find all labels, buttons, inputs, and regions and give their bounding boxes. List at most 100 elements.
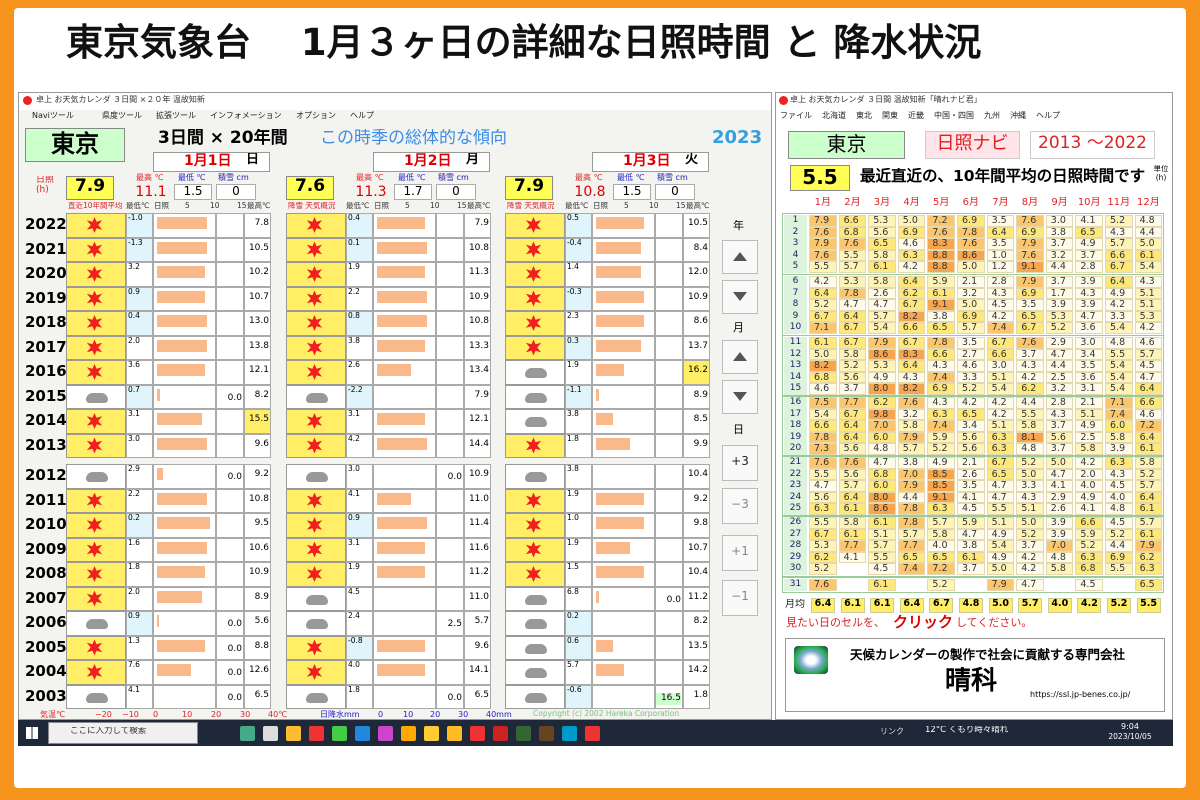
menu-item[interactable]: 東北 bbox=[856, 111, 872, 120]
cell[interactable]: 5.2 bbox=[927, 579, 955, 591]
cell[interactable]: 5.8 bbox=[838, 517, 867, 529]
taskbar-icon[interactable] bbox=[493, 726, 508, 741]
cell[interactable]: 5.3 bbox=[1045, 310, 1074, 323]
cell[interactable]: 6.1 bbox=[838, 503, 867, 515]
cell[interactable]: 4.2 bbox=[897, 261, 926, 273]
cell[interactable]: 4.6 bbox=[957, 360, 985, 372]
cell[interactable]: 6.2 bbox=[1016, 383, 1044, 395]
cell[interactable]: 2.1 bbox=[1075, 397, 1103, 409]
cell[interactable]: 6.5 bbox=[927, 551, 955, 564]
cell[interactable]: 5.2 bbox=[927, 443, 955, 455]
cell[interactable]: 1.0 bbox=[986, 249, 1015, 262]
cell[interactable]: 7.7 bbox=[838, 540, 867, 552]
cell[interactable]: 5.9 bbox=[957, 517, 985, 529]
taskbar-icon[interactable] bbox=[378, 726, 393, 741]
cell[interactable]: 7.0 bbox=[897, 468, 926, 481]
cell[interactable]: 6.7 bbox=[897, 299, 926, 311]
taskbar-icon[interactable] bbox=[332, 726, 347, 741]
cell[interactable]: 6.0 bbox=[1105, 420, 1133, 432]
cell[interactable]: 6.2 bbox=[868, 397, 896, 409]
cell[interactable]: 3.8 bbox=[897, 457, 926, 469]
cell[interactable]: 6.1 bbox=[838, 528, 867, 541]
cell[interactable]: 3.5 bbox=[986, 238, 1015, 250]
cell[interactable]: 6.3 bbox=[1075, 551, 1103, 564]
cell[interactable]: 5.4 bbox=[868, 322, 896, 334]
cell[interactable]: 3.9 bbox=[1075, 299, 1103, 311]
cell[interactable]: 6.2 bbox=[809, 551, 837, 564]
cell[interactable]: 5.8 bbox=[1134, 457, 1163, 469]
cell[interactable]: 8.0 bbox=[868, 383, 896, 395]
cell[interactable]: 8.2 bbox=[897, 310, 926, 323]
cell[interactable]: 5.7 bbox=[897, 528, 926, 541]
cell[interactable]: 4.8 bbox=[1045, 551, 1074, 564]
cell[interactable]: 5.0 bbox=[957, 261, 985, 273]
cell[interactable]: 9.1 bbox=[1016, 261, 1044, 273]
cell[interactable]: 7.8 bbox=[957, 226, 985, 239]
cell[interactable]: 5.7 bbox=[1134, 517, 1163, 529]
cell[interactable]: 6.8 bbox=[1075, 563, 1103, 575]
cell[interactable]: 5.3 bbox=[868, 360, 896, 372]
cell[interactable]: 4.7 bbox=[1045, 468, 1074, 481]
cell[interactable]: 8.5 bbox=[927, 480, 955, 492]
cell[interactable]: 3.3 bbox=[957, 371, 985, 384]
cell[interactable]: 5.8 bbox=[927, 528, 955, 541]
cell[interactable]: 6.7 bbox=[897, 337, 926, 349]
cell[interactable]: 7.6 bbox=[838, 457, 867, 469]
cell[interactable]: 5.9 bbox=[1075, 528, 1103, 541]
menu-item[interactable]: 関東 bbox=[882, 111, 898, 120]
cell[interactable]: 3.3 bbox=[1105, 310, 1133, 323]
cell[interactable]: 5.5 bbox=[809, 261, 837, 273]
cell[interactable]: 6.1 bbox=[868, 261, 896, 273]
cell[interactable]: 2.1 bbox=[957, 276, 985, 288]
cell[interactable]: 4.3 bbox=[897, 371, 926, 384]
cell[interactable]: 4.5 bbox=[957, 503, 985, 515]
cell[interactable]: 5.0 bbox=[986, 563, 1015, 575]
cell[interactable]: 4.9 bbox=[1105, 287, 1133, 300]
cell[interactable]: 6.3 bbox=[927, 408, 955, 421]
cell[interactable]: 4.1 bbox=[957, 491, 985, 504]
taskbar-icon[interactable] bbox=[424, 726, 439, 741]
cell[interactable]: 5.6 bbox=[957, 443, 985, 455]
cell[interactable]: 7.2 bbox=[927, 563, 955, 575]
cell[interactable]: 4.9 bbox=[1075, 238, 1103, 250]
cell[interactable]: 7.5 bbox=[809, 397, 837, 409]
cell[interactable]: 7.8 bbox=[927, 337, 955, 349]
cell[interactable]: 4.4 bbox=[897, 491, 926, 504]
cell[interactable]: 5.0 bbox=[1016, 468, 1044, 481]
cell[interactable]: 5.6 bbox=[957, 431, 985, 444]
cell[interactable]: 5.2 bbox=[1105, 528, 1133, 541]
cell[interactable]: 5.2 bbox=[809, 563, 837, 575]
cell[interactable]: 3.4 bbox=[1075, 348, 1103, 361]
cell[interactable]: 4.2 bbox=[986, 408, 1015, 421]
cell[interactable]: 6.6 bbox=[986, 348, 1015, 361]
cell[interactable]: 7.1 bbox=[1105, 397, 1133, 409]
cell[interactable]: 4.6 bbox=[1134, 408, 1163, 421]
cell[interactable]: 6.9 bbox=[1105, 551, 1133, 564]
cell[interactable]: 4.1 bbox=[1075, 503, 1103, 515]
cell[interactable]: 6.4 bbox=[1134, 491, 1163, 504]
cell[interactable]: 4.1 bbox=[1045, 480, 1074, 492]
cell[interactable]: 4.3 bbox=[1105, 468, 1133, 481]
cell[interactable]: 3.6 bbox=[1075, 322, 1103, 334]
cell[interactable]: 7.1 bbox=[809, 322, 837, 334]
cell[interactable]: 7.6 bbox=[1016, 249, 1044, 262]
cell[interactable]: 6.4 bbox=[897, 276, 926, 288]
cell[interactable]: 4.8 bbox=[868, 443, 896, 455]
cell[interactable]: 7.4 bbox=[927, 420, 955, 432]
cell[interactable]: 5.7 bbox=[957, 322, 985, 334]
cell[interactable]: 7.9 bbox=[897, 431, 926, 444]
cell[interactable]: 7.0 bbox=[868, 420, 896, 432]
cell[interactable]: 3.5 bbox=[1016, 299, 1044, 311]
cell[interactable]: 4.8 bbox=[1134, 215, 1163, 227]
cell[interactable]: 6.7 bbox=[986, 337, 1015, 349]
cell[interactable]: 3.9 bbox=[1045, 528, 1074, 541]
cell[interactable]: 7.6 bbox=[897, 397, 926, 409]
cell[interactable]: 6.5 bbox=[927, 322, 955, 334]
cell[interactable]: 4.5 bbox=[868, 563, 896, 575]
cell[interactable]: 3.9 bbox=[1045, 299, 1074, 311]
cell[interactable]: 5.1 bbox=[1016, 503, 1044, 515]
cell[interactable]: 6.5 bbox=[868, 238, 896, 250]
cell[interactable]: 7.6 bbox=[809, 579, 837, 591]
cell[interactable]: 5.1 bbox=[1134, 299, 1163, 311]
cell[interactable]: 8.3 bbox=[927, 238, 955, 250]
